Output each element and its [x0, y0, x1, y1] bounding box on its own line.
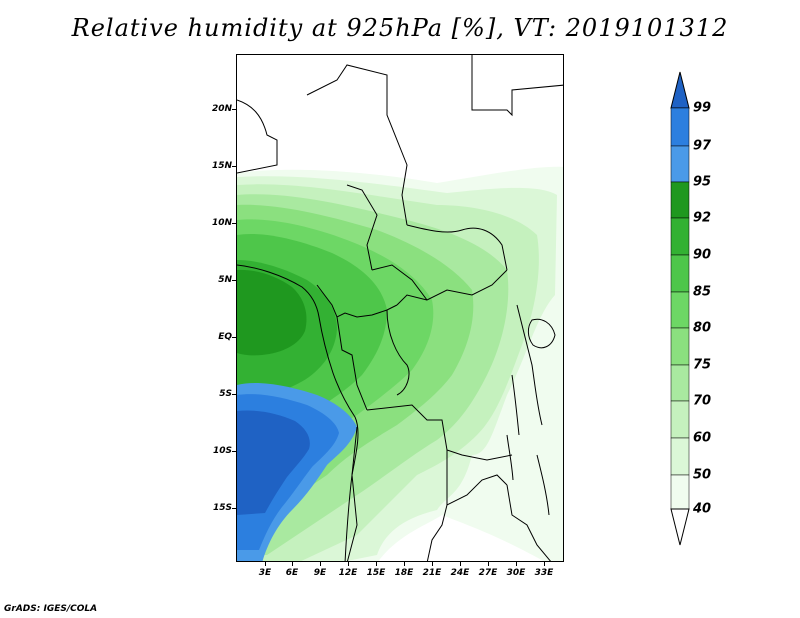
lon-tick: [432, 562, 433, 566]
colorbar-label-95: 95: [693, 174, 712, 190]
colorbar-bin-90-92: [670, 217, 690, 256]
lakes: [506, 318, 556, 516]
colorbar-label-85: 85: [693, 284, 712, 300]
colorbar-bin-75-80: [670, 327, 690, 366]
lat-tick: [232, 109, 236, 110]
rh-99-plus-region: [237, 410, 310, 515]
lon-tick: [292, 562, 293, 566]
colorbar-bin-60-70: [670, 400, 690, 439]
colorbar-label-40: 40: [693, 501, 712, 517]
colorbar-label-97: 97: [693, 138, 712, 154]
lat-label-15s: 15S: [212, 503, 232, 513]
grads-credit: GrADS: IGES/COLA: [4, 604, 98, 614]
lat-tick: [232, 451, 236, 452]
colorbar-label-50: 50: [693, 467, 712, 483]
lat-label-5n: 5N: [218, 275, 232, 285]
colorbar-label-92: 92: [693, 210, 712, 226]
colorbar-label-70: 70: [693, 393, 712, 409]
colorbar-label-80: 80: [693, 320, 712, 336]
lat-tick: [232, 508, 236, 509]
lon-label-12e: 12E: [338, 568, 358, 578]
lon-tick: [320, 562, 321, 566]
colorbar-label-75: 75: [693, 357, 712, 373]
lat-label-5s: 5S: [219, 389, 232, 399]
lat-tick: [232, 337, 236, 338]
lat-label-10n: 10N: [211, 218, 232, 228]
colorbar-bottom-triangle: [670, 508, 690, 546]
colorbar: [670, 71, 690, 546]
lon-label-3e: 3E: [258, 568, 272, 578]
lon-label-33e: 33E: [534, 568, 554, 578]
lon-tick: [404, 562, 405, 566]
colorbar-top-triangle: [670, 71, 690, 109]
map-panel: [236, 54, 564, 562]
lat-tick: [232, 166, 236, 167]
lon-label-15e: 15E: [366, 568, 386, 578]
lon-tick: [265, 562, 266, 566]
colorbar-bin-40-50: [670, 474, 690, 510]
lat-label-15n: 15N: [211, 161, 232, 171]
coastline: [237, 264, 359, 561]
rh-92-95-region: [237, 269, 307, 356]
country-borders: [237, 55, 563, 561]
lon-tick: [488, 562, 489, 566]
map-title: Relative humidity at 925hPa [%], VT: 201…: [71, 14, 729, 42]
lon-tick: [348, 562, 349, 566]
lon-tick: [460, 562, 461, 566]
lat-tick: [232, 394, 236, 395]
lon-label-9e: 9E: [313, 568, 327, 578]
colorbar-bin-70-75: [670, 364, 690, 402]
lat-label-eq: EQ: [218, 332, 232, 342]
lon-label-6e: 6E: [285, 568, 299, 578]
lon-label-21e: 21E: [422, 568, 442, 578]
lon-label-24e: 24E: [450, 568, 470, 578]
lon-tick: [516, 562, 517, 566]
colorbar-bin-95-97: [670, 145, 690, 183]
lat-label-20n: 20N: [211, 104, 232, 114]
lon-tick: [376, 562, 377, 566]
lon-label-30e: 30E: [506, 568, 526, 578]
colorbar-bin-50-60: [670, 437, 690, 476]
colorbar-label-99: 99: [693, 100, 712, 116]
lon-tick: [544, 562, 545, 566]
lat-label-10s: 10S: [212, 446, 232, 456]
humidity-map: [237, 55, 563, 561]
colorbar-bin-80-85: [670, 291, 690, 329]
colorbar-bin-85-90: [670, 254, 690, 293]
lon-label-27e: 27E: [478, 568, 498, 578]
colorbar-bin-97-99: [670, 107, 690, 147]
colorbar-label-90: 90: [693, 247, 712, 263]
colorbar-label-60: 60: [693, 430, 712, 446]
lat-tick: [232, 280, 236, 281]
lat-tick: [232, 223, 236, 224]
lon-label-18e: 18E: [394, 568, 414, 578]
colorbar-bin-92-95: [670, 181, 690, 219]
